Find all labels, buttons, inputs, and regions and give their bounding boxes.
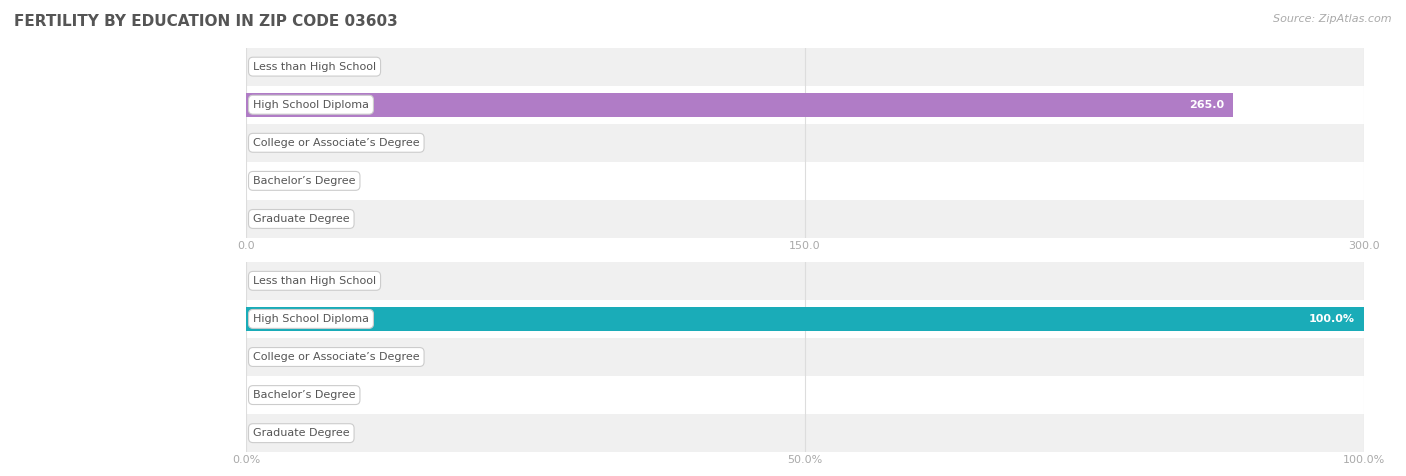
Text: College or Associate’s Degree: College or Associate’s Degree: [253, 138, 419, 148]
Text: Graduate Degree: Graduate Degree: [253, 214, 350, 224]
Bar: [246, 162, 1364, 200]
Text: Graduate Degree: Graduate Degree: [253, 428, 350, 438]
Text: Bachelor’s Degree: Bachelor’s Degree: [253, 390, 356, 400]
Bar: [246, 338, 1364, 376]
Bar: [246, 86, 1364, 124]
Text: High School Diploma: High School Diploma: [253, 314, 368, 324]
Text: 0.0%: 0.0%: [254, 428, 283, 438]
Bar: [246, 307, 1364, 331]
Bar: [246, 124, 1364, 162]
Text: 0.0%: 0.0%: [254, 390, 283, 400]
Bar: [246, 414, 1364, 452]
Text: 0.0%: 0.0%: [254, 352, 283, 362]
Bar: [246, 93, 1233, 117]
Text: College or Associate’s Degree: College or Associate’s Degree: [253, 352, 419, 362]
Text: 100.0%: 100.0%: [1309, 314, 1355, 324]
Text: Less than High School: Less than High School: [253, 276, 377, 286]
Bar: [246, 262, 1364, 300]
Text: Less than High School: Less than High School: [253, 61, 377, 72]
Bar: [246, 48, 1364, 86]
Text: FERTILITY BY EDUCATION IN ZIP CODE 03603: FERTILITY BY EDUCATION IN ZIP CODE 03603: [14, 14, 398, 30]
Text: 0.0: 0.0: [254, 176, 273, 186]
Text: 0.0: 0.0: [254, 138, 273, 148]
Bar: [246, 376, 1364, 414]
Bar: [246, 300, 1364, 338]
Text: Source: ZipAtlas.com: Source: ZipAtlas.com: [1274, 14, 1392, 24]
Text: High School Diploma: High School Diploma: [253, 99, 368, 110]
Text: 265.0: 265.0: [1189, 99, 1225, 110]
Bar: [246, 200, 1364, 238]
Text: 0.0: 0.0: [254, 214, 273, 224]
Text: Bachelor’s Degree: Bachelor’s Degree: [253, 176, 356, 186]
Text: 0.0%: 0.0%: [254, 276, 283, 286]
Text: 0.0: 0.0: [254, 61, 273, 72]
